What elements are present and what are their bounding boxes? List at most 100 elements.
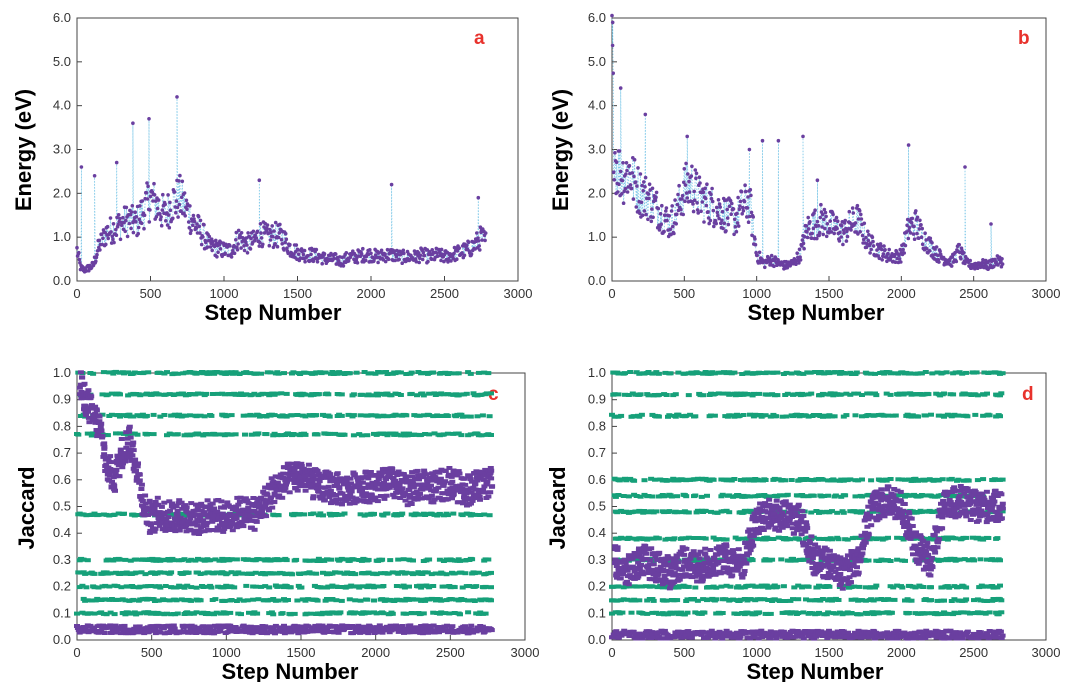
panel-a-energy-point [258,178,262,182]
panel-b-energy-point [625,161,629,165]
panel-a-x-tick-label: 3000 [504,286,533,301]
panel-a-energy-point [200,243,204,247]
panel-c-x-tick-label: 2500 [436,645,465,660]
panel-c-purple-point [429,494,435,498]
panel-b-energy-point [695,172,699,176]
panel-b-energy-point [798,248,802,252]
panel-c-green-point [284,558,290,562]
panel-c-green-point [347,597,353,601]
panel-a-energy-point [163,203,167,207]
panel-b-energy-point [664,209,668,213]
panel-b-energy-point [673,198,677,202]
panel-a-energy-point [112,241,116,245]
panel-d-green-point [664,393,670,397]
panel-c-green-point [143,572,149,576]
panel-c-y-tick-label: 1.0 [53,365,71,380]
panel-c-green-point [121,512,127,516]
panel-c-green-point [272,413,278,417]
panel-c-green-point [323,371,329,375]
panel-a-energy-point [323,252,327,256]
panel-c-green-point [161,413,167,417]
panel-c-green-point [488,585,494,589]
panel-d-green-point [784,371,790,375]
panel-b-energy-point [683,167,687,171]
panel-c-green-point [239,572,245,576]
panel-c-green-point [264,432,270,436]
panel-d-green-point [773,414,779,418]
panel-b-energy-point [919,223,923,227]
panel-b-energy-point [629,183,633,187]
panel-b-energy-point [611,44,615,48]
panel-b-energy-point [831,213,835,217]
panel-a-energy-point [178,174,182,178]
panel-d-x-tick-label: 1500 [815,645,844,660]
panel-b-energy-point [824,211,828,215]
panel-c-green-point [151,432,157,436]
panel-a-energy-point [236,248,240,252]
panel-a-energy-point [477,239,481,243]
panel-d-green-point [652,478,658,482]
panel-a-energy-point [148,208,152,212]
panel-a-energy-point [223,252,227,256]
panel-d-green-point [711,478,717,482]
panel-a-energy-point [303,249,307,253]
panel-c-green-point [212,597,218,601]
panel-a-x-tick-label: 2500 [430,286,459,301]
panel-b-energy-point [859,213,863,217]
panel-b-energy-point [635,205,639,209]
panel-a-energy-point [272,229,276,233]
panel-a-energy-point [121,216,125,220]
panel-d-green-point [923,370,929,374]
panel-a-energy-point [376,261,380,265]
panel-b-energy-point [840,224,844,228]
panel-c-purple-point [78,390,84,394]
panel-c-green-point [303,371,309,375]
panel-a-energy-point [422,251,426,255]
panel-d-x-tick-label: 500 [673,645,695,660]
panel-a-energy-point [173,190,177,194]
panel-d-y-tick-label: 0.7 [588,445,606,460]
panel-d-green-point [763,413,769,417]
panel-a-y-tick-label: 0.0 [53,273,71,288]
panel-a-energy-point [95,253,99,257]
panel-c-green-point [188,585,194,589]
panel-a-energy-point [75,246,79,250]
panel-b-energy-point [812,227,816,231]
panel-a-energy-point [132,231,136,235]
panel-a-energy-point [380,249,384,253]
panel-c-purple-point [482,490,488,494]
panel-b-energy-point [930,241,934,245]
panel-a-energy-point [283,241,287,245]
panel-b-energy-point [706,210,710,214]
panel-c-green-point [308,612,314,616]
panel-c-green-point [315,599,321,603]
panel-d-y-tick-label: 1.0 [588,365,606,380]
panel-b-energy-point [718,205,722,209]
panel-c-purple-point [79,376,85,380]
panel-c-green-point [364,598,370,602]
panel-a-energy-point [168,201,172,205]
panel-a-energy-point [128,222,132,226]
panel-b-energy-point [698,181,702,185]
panel-a-energy-point [201,235,205,239]
panel-d-y-tick-label: 0.9 [588,392,606,407]
panel-c-purple-point [142,494,148,498]
panel-a-energy-point [284,232,288,236]
panel-b-energy-point [959,257,963,261]
panel-c-green-point [483,612,489,616]
panel-c-green-point [475,414,481,418]
panel-b-energy-point [646,218,650,222]
panel-d-green-point [843,413,849,417]
panel-a-energy-point [228,244,232,248]
panel-c-green-point [354,371,360,375]
panel-c-green-point [130,585,136,589]
panel-b-energy-point [709,193,713,197]
panel-c-purple-point [424,472,430,476]
panel-a-energy-point [219,247,223,251]
panel-d-green-point [731,477,737,481]
panel-a-energy-point [178,203,182,207]
panel-c-purple-point [129,453,135,457]
panel-b-x-tick-label: 3000 [1032,286,1061,301]
panel-c-purple-point [218,499,224,503]
panel-c-green-point [294,413,300,417]
